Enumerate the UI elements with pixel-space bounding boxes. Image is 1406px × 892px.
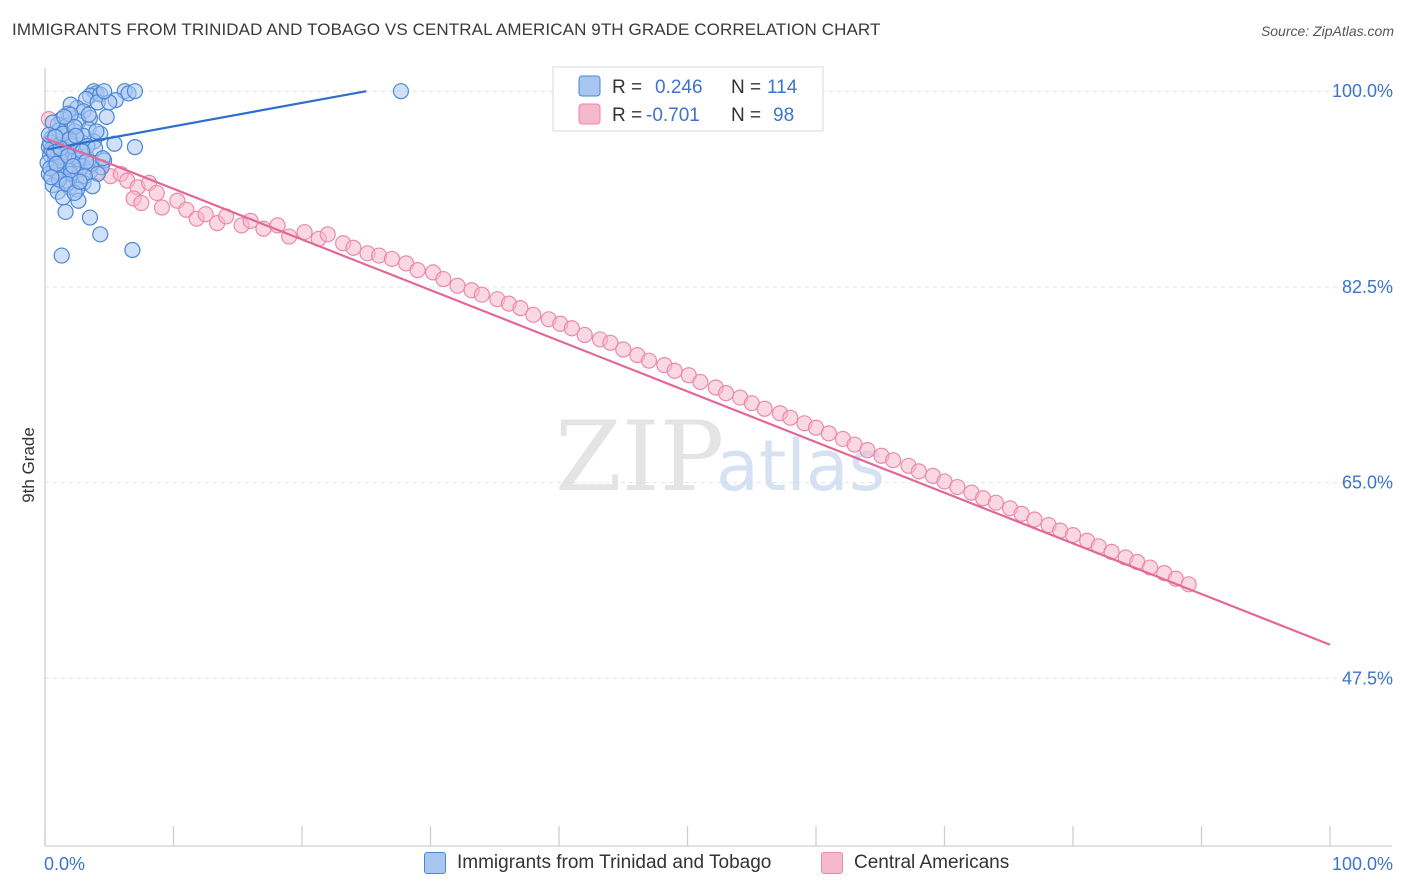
point-trinidad-tobago xyxy=(92,226,109,243)
point-trinidad-tobago xyxy=(53,247,70,264)
point-central-american xyxy=(910,463,927,480)
point-trinidad-tobago xyxy=(56,108,73,126)
point-central-american xyxy=(345,239,362,256)
point-trinidad-tobago xyxy=(126,83,144,100)
point-trinidad-tobago xyxy=(80,106,97,123)
axes xyxy=(44,68,1392,847)
y-tick-label: 65.0% xyxy=(1342,473,1393,493)
point-trinidad-tobago xyxy=(57,203,74,221)
y-tick-label: 100.0% xyxy=(1332,81,1393,101)
legend-square-blue xyxy=(424,852,446,874)
watermark-zip: ZIP xyxy=(555,401,724,513)
point-central-american xyxy=(859,442,876,459)
y-tick-labels: 100.0% 82.5% 65.0% 47.5% xyxy=(1332,81,1393,688)
point-trinidad-tobago xyxy=(392,83,410,100)
legend-square-pink xyxy=(821,852,843,874)
point-central-american xyxy=(576,326,593,344)
x-tick-label-max: 100.0% xyxy=(1332,854,1393,874)
legend-stats-box: R = 0.246 N = 114 R = -0.701 N = 98 xyxy=(552,66,824,132)
point-trinidad-tobago xyxy=(67,127,84,145)
point-central-american xyxy=(197,206,214,223)
trendline-trinidad-tobago xyxy=(47,90,367,151)
x-tick-label-min: 0.0% xyxy=(44,854,85,874)
point-central-american xyxy=(987,494,1005,511)
source-credit: Source: ZipAtlas.com xyxy=(1260,23,1394,39)
point-central-american xyxy=(383,250,401,268)
point-central-american xyxy=(153,199,171,216)
point-trinidad-tobago xyxy=(96,83,113,100)
zipatlas-watermark: ZIP atlas xyxy=(555,401,885,513)
point-trinidad-tobago xyxy=(71,173,88,190)
point-central-american xyxy=(133,194,150,212)
legend-n-label-pink: N = xyxy=(731,105,761,126)
point-central-american xyxy=(178,201,195,218)
point-central-american xyxy=(602,334,619,351)
legend-n-label-blue: N = xyxy=(731,77,761,98)
legend-n-value-pink: 98 xyxy=(773,105,794,126)
point-central-american xyxy=(1026,511,1043,528)
series-central-americans xyxy=(40,111,1197,593)
watermark-atlas: atlas xyxy=(716,425,885,507)
point-central-american xyxy=(409,262,426,279)
point-central-american xyxy=(473,286,490,303)
legend-r-value-pink: -0.701 xyxy=(646,105,700,126)
trendline-central-americans xyxy=(44,137,1331,646)
point-central-american xyxy=(756,400,773,417)
legend-n-value-blue: 114 xyxy=(767,77,798,98)
point-trinidad-tobago xyxy=(126,138,144,156)
trendlines xyxy=(44,90,1331,646)
series-trinidad-tobago xyxy=(39,83,410,264)
point-trinidad-tobago xyxy=(98,108,115,126)
legend-item-trinidad-tobago[interactable]: Immigrants from Trinidad and Tobago xyxy=(424,852,771,874)
legend-label-central-americans: Central Americans xyxy=(854,852,1010,873)
point-central-american xyxy=(435,270,452,288)
point-central-american xyxy=(820,425,837,442)
point-trinidad-tobago xyxy=(43,169,60,186)
y-axis-title: 9th Grade xyxy=(19,427,38,503)
point-central-american xyxy=(449,277,466,294)
point-central-american xyxy=(525,306,542,323)
point-trinidad-tobago xyxy=(81,209,99,226)
point-central-american xyxy=(148,184,165,202)
y-tick-label: 47.5% xyxy=(1342,668,1393,688)
point-trinidad-tobago xyxy=(65,158,82,175)
point-central-american xyxy=(563,320,580,337)
chart-title: IMMIGRANTS FROM TRINIDAD AND TOBAGO VS C… xyxy=(12,20,881,39)
point-central-american xyxy=(782,409,799,426)
legend-r-label-blue: R = xyxy=(612,77,642,98)
point-central-american xyxy=(640,352,658,369)
point-trinidad-tobago xyxy=(88,123,105,140)
point-trinidad-tobago xyxy=(124,241,141,259)
legend-label-trinidad-tobago: Immigrants from Trinidad and Tobago xyxy=(457,852,772,873)
legend-swatch-pink xyxy=(578,103,601,125)
legend-r-value-blue: 0.246 xyxy=(655,77,703,98)
legend-item-central-americans[interactable]: Central Americans xyxy=(821,852,1009,874)
point-central-american xyxy=(615,341,632,358)
y-tick-label: 82.5% xyxy=(1342,277,1393,297)
point-central-american xyxy=(717,385,735,402)
point-central-american xyxy=(512,300,529,317)
point-central-american xyxy=(319,226,336,243)
legend-swatch-blue xyxy=(578,75,601,97)
point-central-american xyxy=(666,362,683,379)
legend-bottom: Immigrants from Trinidad and Tobago Cent… xyxy=(0,850,1406,880)
point-central-american xyxy=(884,452,902,469)
legend-r-label-pink: R = xyxy=(612,105,642,126)
x-axis-ticks xyxy=(44,826,1331,846)
point-central-american xyxy=(692,373,709,391)
point-central-american xyxy=(949,478,966,496)
